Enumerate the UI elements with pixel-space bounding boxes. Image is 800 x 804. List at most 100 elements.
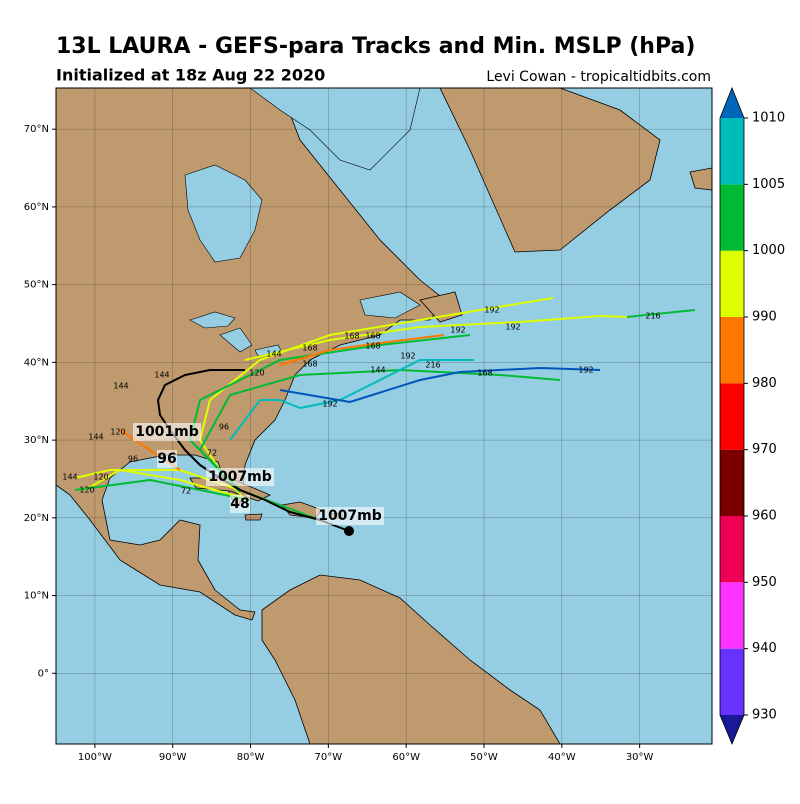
colorbar-label: 1010 [752, 111, 785, 126]
hour-label: 192 [322, 400, 337, 409]
track [199, 297, 554, 501]
colorbar-label: 990 [752, 310, 777, 325]
hour-label: 120 [110, 428, 125, 437]
hour-label: 192 [400, 352, 415, 361]
colorbar-under [720, 715, 744, 744]
hour-label: 192 [484, 306, 499, 315]
tracks [74, 297, 696, 536]
hour-label: 168 [302, 360, 317, 369]
hour-label: 192 [505, 323, 520, 332]
map-border [55, 87, 713, 745]
colorbar-segment [720, 118, 744, 185]
start-point [344, 526, 354, 536]
hour-label: 216 [425, 361, 440, 370]
track [74, 479, 251, 501]
hour-label: 144 [370, 366, 385, 375]
hour-label: 144 [62, 473, 77, 482]
annotation-box [133, 423, 201, 441]
colorbar-label: 970 [752, 442, 777, 457]
colorbar-segment [720, 648, 744, 715]
lon-label: 30°W [626, 752, 654, 763]
lon-label: 100°W [78, 752, 112, 763]
labels: 1007mb 1007mb 1001mb 96 48 192 192 192 192 192 192… [62, 306, 661, 525]
colorbar-segment [720, 449, 744, 516]
colorbar-segment [720, 516, 744, 583]
hour-label: 168 [477, 369, 492, 378]
hudson-bay [184, 164, 263, 263]
hour-label: 216 [645, 312, 660, 321]
annotation: 48 [230, 496, 249, 512]
lat-label: 0° [38, 668, 49, 679]
colorbar: 930 940 950 960 970 980 990 1000 1005 1010 [719, 86, 785, 746]
hour-label: 168 [365, 332, 380, 341]
track [229, 359, 474, 441]
colorbar-segment [720, 582, 744, 649]
lon-label: 60°W [392, 752, 420, 763]
hour-label: 144 [113, 382, 128, 391]
hour-label: 192 [450, 326, 465, 335]
hour-label: 144 [88, 433, 103, 442]
annotation-box [206, 468, 274, 486]
hour-label: 96 [128, 455, 138, 464]
track [626, 309, 696, 318]
colorbar-segment [720, 383, 744, 450]
track [279, 334, 445, 366]
lat-label: 40°N [24, 357, 49, 368]
colorbar-label: 1000 [752, 243, 785, 258]
colorbar-segment [720, 317, 744, 384]
gulf-st-lawrence [359, 291, 421, 319]
hour-label: 72 [207, 449, 217, 458]
jamaica [244, 513, 263, 521]
hour-label: 192 [578, 366, 593, 375]
hour-label: 120 [79, 486, 94, 495]
annotation-box [316, 507, 384, 525]
colorbar-label: 940 [752, 641, 777, 656]
axes: 70°N 60°N 50°N 40°N 30°N 20°N 10°N 0° 100°W 90°W 8… [24, 124, 654, 763]
lat-label: 20°N [24, 513, 49, 524]
graticule [56, 88, 712, 744]
annotation: 96 [157, 451, 176, 467]
hour-label: 168 [344, 332, 359, 341]
map: 1007mb 1007mb 1001mb 96 48 192 192 192 192 192 192… [56, 88, 712, 744]
colorbar-label: 1005 [752, 177, 785, 192]
credit: Levi Cowan - tropicaltidbits.com [486, 69, 711, 85]
hour-label: 144 [266, 350, 281, 359]
colorbar-segment [720, 184, 744, 251]
colorbar-segment [720, 250, 744, 317]
lon-label: 40°W [548, 752, 576, 763]
annotation-box [157, 450, 177, 468]
lat-label: 10°N [24, 591, 49, 602]
annotation-box [230, 495, 250, 513]
hour-label: 144 [154, 371, 169, 380]
lon-label: 90°W [159, 752, 187, 763]
track [279, 367, 601, 403]
lat-label: 70°N [24, 124, 49, 135]
title: 13L LAURA - GEFS-para Tracks and Min. MS… [56, 34, 695, 59]
lat-label: 60°N [24, 202, 49, 213]
colorbar-label: 930 [752, 708, 777, 723]
hour-label: 120 [249, 369, 264, 378]
iceland [689, 167, 712, 191]
colorbar-over [720, 88, 744, 118]
track [84, 469, 251, 501]
lon-label: 70°W [315, 752, 343, 763]
annotation: 1007mb [318, 508, 382, 524]
lon-label: 80°W [237, 752, 265, 763]
hour-label: 96 [219, 423, 229, 432]
track [244, 315, 628, 361]
annotation: 1001mb [135, 424, 199, 440]
lon-label: 50°W [470, 752, 498, 763]
lat-label: 30°N [24, 435, 49, 446]
colorbar-label: 950 [752, 575, 777, 590]
hour-label: 72 [181, 487, 191, 496]
annotation: 1007mb [208, 469, 272, 485]
track [199, 369, 561, 493]
hour-label: 168 [365, 342, 380, 351]
subtitle: Initialized at 18z Aug 22 2020 [56, 66, 325, 85]
mean-track [157, 369, 350, 532]
lat-label: 50°N [24, 280, 49, 291]
hour-label: 168 [302, 344, 317, 353]
colorbar-label: 980 [752, 376, 777, 391]
colorbar-label: 960 [752, 509, 777, 524]
